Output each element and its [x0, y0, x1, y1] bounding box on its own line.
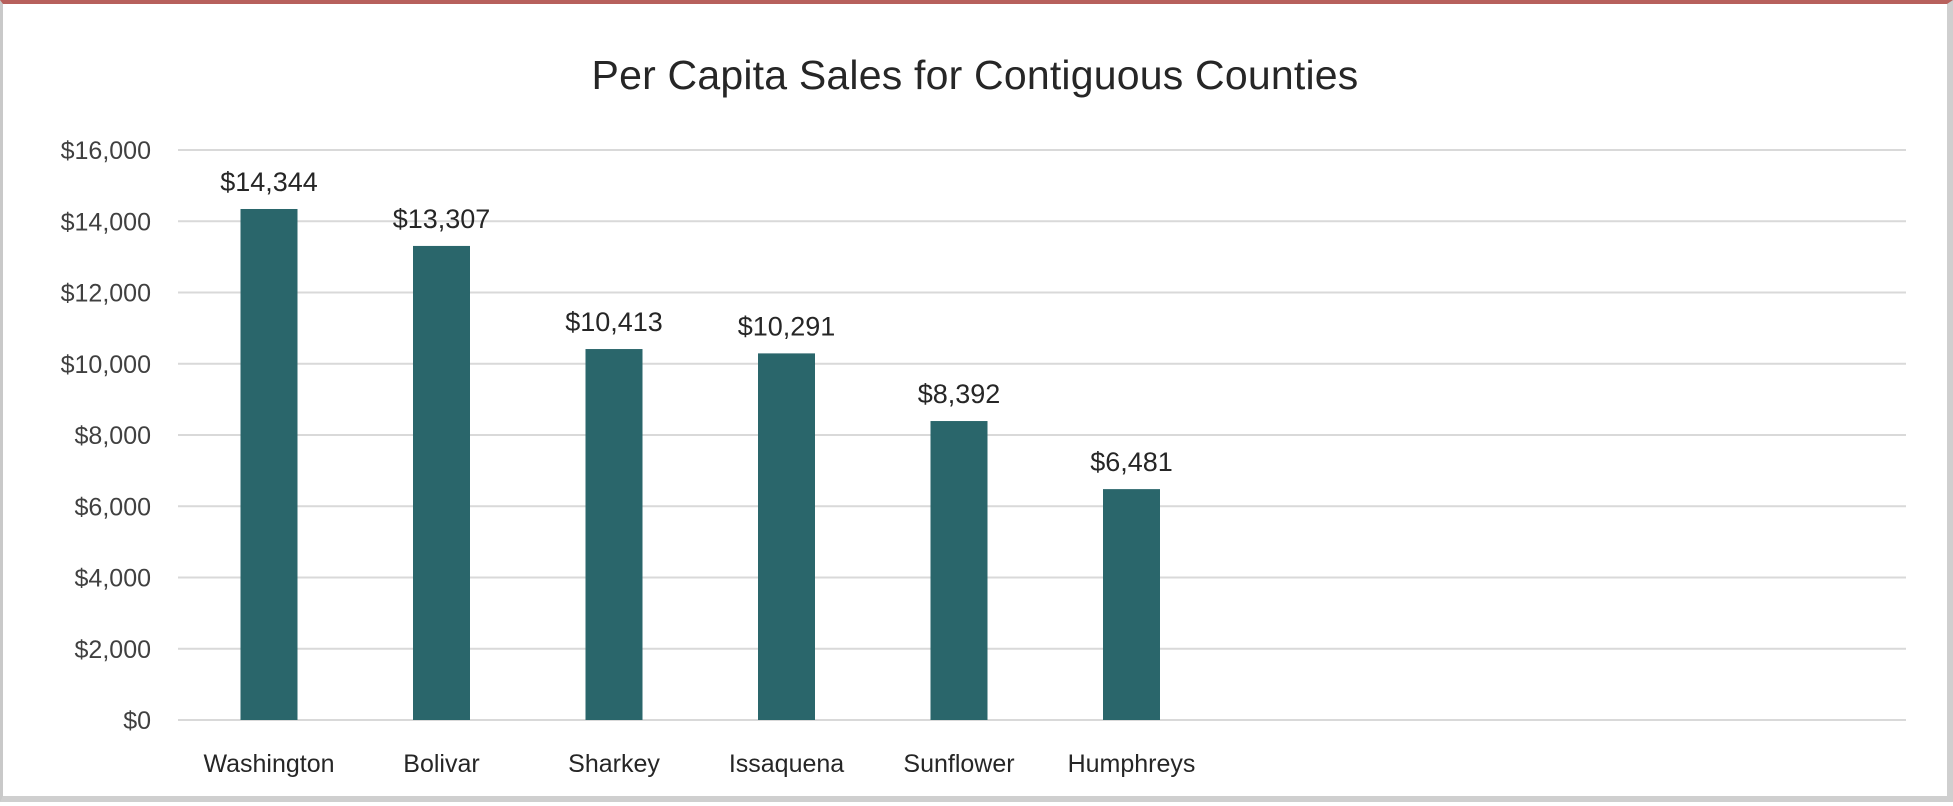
y-tick-label: $2,000: [75, 636, 151, 664]
y-tick-label: $4,000: [75, 565, 151, 593]
x-tick-label: Sharkey: [568, 750, 660, 778]
data-label: $10,291: [738, 311, 836, 341]
x-tick-label: Issaquena: [729, 750, 844, 778]
bar: [240, 208, 298, 720]
y-tick-label: $12,000: [61, 280, 151, 308]
bar: [930, 421, 988, 720]
y-tick-label: $6,000: [75, 493, 151, 521]
bar: [585, 349, 643, 720]
bar: [413, 245, 470, 721]
data-label: $6,481: [1090, 447, 1173, 477]
data-label: $10,413: [565, 307, 663, 337]
bar: [758, 353, 815, 720]
y-tick-label: $8,000: [75, 422, 151, 450]
y-tick-label: $10,000: [61, 351, 151, 379]
y-tick-label: $16,000: [61, 137, 151, 165]
data-label: $8,392: [918, 379, 1001, 409]
x-tick-label: Humphreys: [1068, 750, 1196, 778]
data-label: $14,344: [220, 167, 318, 197]
chart-title: Per Capita Sales for Contiguous Counties: [591, 52, 1359, 98]
bar: [1103, 489, 1160, 720]
y-tick-label: $0: [123, 707, 151, 735]
x-tick-label: Sunflower: [903, 750, 1014, 778]
x-tick-label: Bolivar: [403, 750, 479, 778]
y-tick-label: $14,000: [61, 208, 151, 236]
bar-chart: $0 $2,000 $4,000 $6,000 $8,000 $10,000 $12,000…: [61, 137, 1906, 778]
x-tick-label: Washington: [203, 750, 334, 778]
data-label: $13,307: [393, 204, 491, 234]
